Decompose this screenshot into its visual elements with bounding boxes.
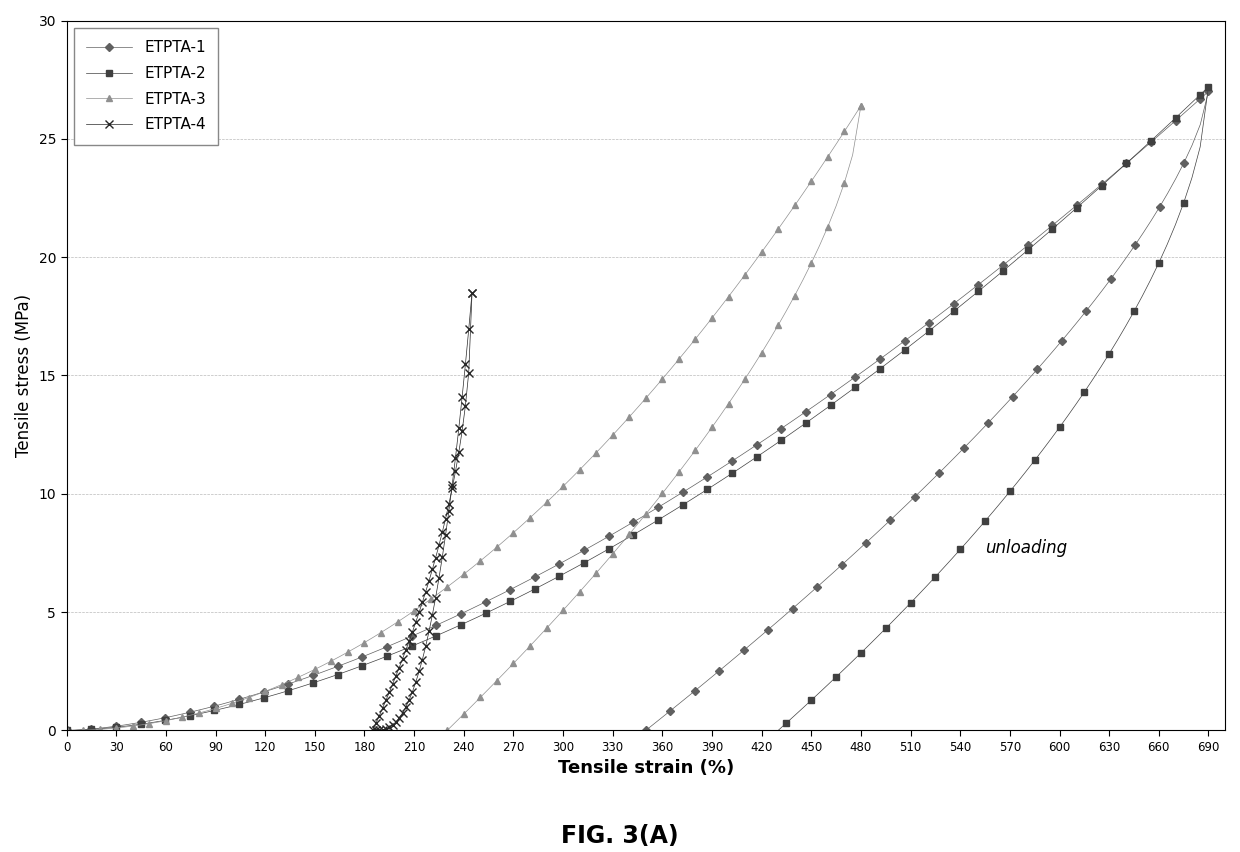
- ETPTA-2: [60, 725, 74, 735]
- ETPTA-1: [264, 684, 279, 694]
- ETPTA-4: [405, 687, 420, 697]
- Line: ETPTA-1: ETPTA-1: [63, 89, 1211, 734]
- ETPTA-4: [445, 480, 460, 490]
- ETPTA-4: [465, 287, 480, 297]
- ETPTA-1: [125, 718, 140, 728]
- ETPTA-4: [422, 626, 436, 636]
- ETPTA-4: [438, 530, 453, 540]
- ETPTA-4: [415, 654, 430, 665]
- X-axis label: Tensile strain (%): Tensile strain (%): [558, 759, 734, 777]
- Line: ETPTA-3: ETPTA-3: [63, 102, 864, 734]
- ETPTA-2: [174, 712, 188, 722]
- ETPTA-4: [458, 360, 472, 370]
- ETPTA-3: [117, 722, 131, 732]
- Legend: ETPTA-1, ETPTA-2, ETPTA-3, ETPTA-4: ETPTA-1, ETPTA-2, ETPTA-3, ETPTA-4: [74, 28, 218, 145]
- ETPTA-3: [84, 725, 99, 735]
- ETPTA-2: [1184, 97, 1199, 107]
- ETPTA-2: [264, 690, 279, 700]
- ETPTA-4: [455, 392, 470, 402]
- ETPTA-3: [671, 354, 686, 365]
- ETPTA-1: [60, 725, 74, 735]
- ETPTA-3: [853, 101, 868, 111]
- ETPTA-4: [368, 725, 383, 735]
- ETPTA-4: [448, 452, 463, 463]
- ETPTA-1: [100, 722, 115, 733]
- ETPTA-4: [402, 694, 417, 705]
- ETPTA-2: [125, 720, 140, 730]
- ETPTA-4: [408, 677, 423, 688]
- Line: ETPTA-4: ETPTA-4: [372, 289, 476, 734]
- ETPTA-3: [515, 521, 529, 531]
- Text: FIG. 3(A): FIG. 3(A): [562, 825, 678, 849]
- ETPTA-4: [372, 725, 387, 735]
- ETPTA-4: [396, 708, 410, 718]
- Line: ETPTA-2: ETPTA-2: [63, 83, 1211, 734]
- ETPTA-4: [388, 717, 403, 727]
- ETPTA-4: [425, 610, 440, 620]
- ETPTA-4: [451, 423, 466, 434]
- ETPTA-1: [1202, 86, 1216, 96]
- Text: unloading: unloading: [985, 539, 1068, 557]
- ETPTA-2: [100, 723, 115, 734]
- ETPTA-4: [412, 666, 427, 676]
- ETPTA-3: [60, 725, 74, 735]
- Y-axis label: Tensile stress (MPa): Tensile stress (MPa): [15, 294, 33, 457]
- ETPTA-4: [386, 720, 401, 730]
- ETPTA-4: [382, 722, 397, 733]
- ETPTA-4: [441, 506, 456, 516]
- ETPTA-3: [267, 683, 281, 694]
- ETPTA-3: [456, 569, 471, 579]
- ETPTA-4: [378, 723, 393, 734]
- ETPTA-4: [435, 552, 450, 562]
- ETPTA-4: [428, 592, 443, 602]
- ETPTA-4: [461, 325, 476, 335]
- ETPTA-1: [626, 517, 641, 527]
- ETPTA-4: [432, 573, 446, 584]
- ETPTA-1: [174, 709, 188, 719]
- ETPTA-2: [626, 530, 641, 540]
- ETPTA-4: [392, 713, 407, 723]
- ETPTA-4: [376, 725, 391, 735]
- ETPTA-4: [418, 641, 433, 651]
- ETPTA-1: [1184, 101, 1199, 112]
- ETPTA-2: [1202, 82, 1216, 92]
- ETPTA-4: [398, 702, 413, 712]
